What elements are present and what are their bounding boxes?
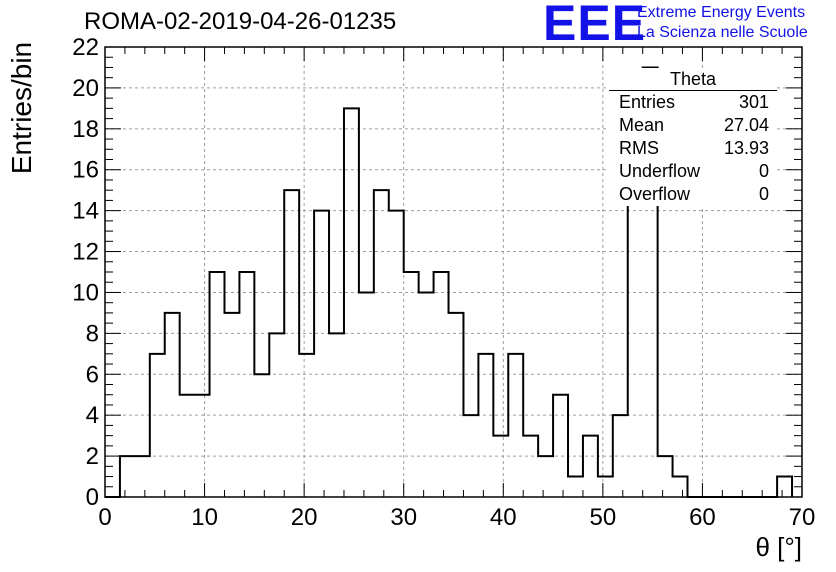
x-tick-label: 0 (98, 504, 111, 531)
stats-label: Underflow (619, 161, 701, 181)
x-tick-label: 10 (191, 504, 218, 531)
x-tick-label: 60 (689, 504, 716, 531)
stats-box: Theta Entries 301 Mean 27.04 RMS 13.93 Unde… (609, 68, 777, 206)
y-tick-label: 8 (86, 320, 99, 347)
x-tick-label: 50 (590, 504, 617, 531)
logo-caption-line1: Extreme Energy Events (637, 4, 806, 21)
y-tick-label: 0 (86, 484, 99, 511)
y-tick-label: 18 (72, 116, 99, 143)
logo-caption-line2: La Scienza nelle Scuole (637, 24, 808, 41)
stats-label: Entries (619, 92, 676, 112)
y-tick-label: 12 (72, 239, 99, 266)
stats-value: 27.04 (723, 115, 769, 135)
histogram-series-theta (105, 66, 794, 498)
chart-title: ROMA-02-2019-04-26-01235 (84, 8, 397, 35)
y-tick-label: 4 (86, 402, 99, 429)
y-tick-label: 2 (86, 443, 99, 470)
stats-value: 301 (738, 92, 769, 112)
logo-caption: Extreme Energy Events La Scienza nelle S… (637, 3, 808, 43)
y-tick-label: 10 (72, 279, 99, 306)
eee-logo: EEE (543, 0, 647, 51)
stats-row-mean: Mean 27.04 (609, 114, 777, 137)
x-tick-label: 40 (490, 504, 517, 531)
stats-row-rms: RMS 13.93 (609, 137, 777, 160)
x-tick-label: 70 (789, 504, 816, 531)
x-axis-label: θ [°] (755, 532, 802, 562)
x-tick-label: 30 (390, 504, 417, 531)
stats-value: 0 (758, 184, 769, 204)
stats-label: Mean (619, 115, 665, 135)
y-tick-label: 14 (72, 198, 99, 225)
stats-title: Theta (609, 68, 777, 91)
stats-row-overflow: Overflow 0 (609, 183, 777, 206)
stats-row-entries: Entries 301 (609, 91, 777, 114)
y-tick-label: 16 (72, 157, 99, 184)
y-tick-label: 20 (72, 75, 99, 102)
y-tick-label: 22 (72, 34, 99, 61)
stats-value: 0 (758, 161, 769, 181)
y-axis-label: Entries/bin (6, 41, 37, 175)
x-tick-label: 20 (291, 504, 318, 531)
stats-value: 13.93 (723, 138, 769, 158)
stats-label: RMS (619, 138, 659, 158)
stats-label: Overflow (619, 184, 691, 204)
y-tick-label: 6 (86, 361, 99, 388)
stats-row-underflow: Underflow 0 (609, 160, 777, 183)
